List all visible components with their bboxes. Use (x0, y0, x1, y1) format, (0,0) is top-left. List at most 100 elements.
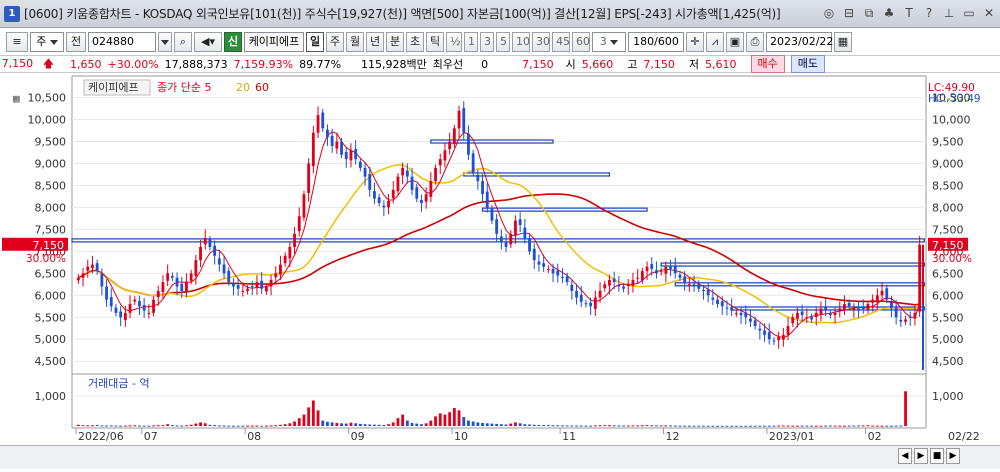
fraction-button[interactable]: ½ (446, 32, 462, 52)
buy-button[interactable]: 매수 (750, 55, 785, 73)
interval-5[interactable]: 5 (496, 32, 510, 52)
x-tick-label: 10 (454, 430, 468, 443)
period-second[interactable]: 초 (406, 32, 424, 52)
scroll-right-icon[interactable]: ▶ (946, 448, 960, 464)
candle-body (725, 307, 729, 309)
print-button[interactable]: ⎙ (746, 32, 764, 52)
link-icon[interactable]: ◎ (823, 6, 835, 20)
count-input[interactable]: 180/600 (628, 32, 684, 52)
volume-bar (608, 425, 611, 427)
volume-bar (490, 423, 494, 426)
candle-body (739, 312, 743, 316)
market-select[interactable]: 주 (30, 32, 64, 52)
interval-3[interactable]: 3 (480, 32, 494, 52)
candle-body (913, 312, 917, 319)
stop-icon[interactable]: ■ (930, 448, 944, 464)
hc-label: HC:-33.49 (928, 93, 981, 105)
high-value: 7,150 (643, 57, 675, 71)
volume-bar (302, 414, 306, 426)
volume-bar (537, 424, 541, 426)
candle-body (321, 112, 325, 129)
interval-10[interactable]: 10 (512, 32, 530, 52)
cascade-icon[interactable]: ⧉ (864, 6, 874, 20)
candle-body (664, 266, 668, 274)
code-dropdown-button[interactable] (158, 32, 172, 52)
candle-body (866, 304, 870, 310)
candle-body (828, 313, 832, 316)
y-tick-label: 8,500 (35, 179, 67, 192)
save-button[interactable]: ▣ (726, 32, 744, 52)
volume-bar (410, 423, 414, 426)
volume-bar (791, 425, 795, 427)
minimize-icon[interactable]: ⊥ (943, 6, 955, 20)
candle-body (777, 337, 781, 341)
volume-bar (429, 420, 433, 426)
volume-bar (311, 400, 315, 426)
scroll-left-icon[interactable]: ◀ (898, 448, 912, 464)
candle-body (368, 174, 372, 190)
prev-button[interactable]: 전 (66, 32, 86, 52)
volume-bar (166, 424, 170, 426)
indicator-button[interactable]: ⩘ (706, 32, 724, 52)
grip-icon[interactable]: ▦ (13, 92, 20, 105)
interval-1[interactable]: 1 (464, 32, 478, 52)
interval-60[interactable]: 60 (572, 32, 590, 52)
candle-body (720, 301, 724, 307)
candle-body (100, 273, 104, 287)
support-line (660, 262, 925, 267)
text-icon[interactable]: T (905, 6, 913, 20)
menu-button[interactable]: ≡ (6, 32, 28, 52)
period-year[interactable]: 년 (366, 32, 384, 52)
stock-chart[interactable]: ▦ 10,50010,0009,5009,0008,5008,0007,5007… (0, 74, 1000, 445)
sound-button[interactable]: ◀▾ (194, 32, 222, 52)
interval-45[interactable]: 45 (552, 32, 570, 52)
y-tick-label: 9,500 (35, 136, 67, 149)
sell-button[interactable]: 매도 (790, 55, 826, 73)
candle-body (452, 128, 456, 145)
close-icon[interactable]: ✕ (983, 6, 995, 20)
candle-body (528, 238, 531, 252)
period-week[interactable]: 주 (326, 32, 344, 52)
new-listing-badge[interactable]: 신 (224, 32, 242, 52)
volume-bar (532, 424, 536, 426)
interval-select[interactable]: 3 (592, 32, 626, 52)
candle-body (81, 273, 85, 278)
date-input[interactable]: 2023/02/22 (766, 32, 833, 52)
period-month[interactable]: 월 (346, 32, 364, 52)
volume-bar (819, 425, 823, 427)
candle-body (297, 216, 301, 232)
volume-bar (330, 422, 334, 426)
candle-body (377, 197, 381, 204)
restore-icon[interactable]: ⊟ (843, 6, 855, 20)
search-button[interactable]: ⌕ (174, 32, 192, 52)
period-minute[interactable]: 분 (386, 32, 404, 52)
help-icon[interactable]: ? (925, 6, 933, 20)
candle-body (123, 312, 127, 320)
volume-bar (669, 425, 672, 427)
period-tick[interactable]: 틱 (426, 32, 444, 52)
volume-bar (363, 424, 367, 426)
club-icon[interactable]: ♣ (883, 6, 895, 20)
candle-body (781, 334, 785, 340)
crosshair-button[interactable]: ✛ (686, 32, 704, 52)
period-day[interactable]: 일 (306, 32, 324, 52)
stock-code-input[interactable]: 024880 (88, 32, 156, 52)
candle-body (147, 312, 151, 314)
candle-body (138, 301, 141, 307)
volume-bar (250, 425, 254, 427)
calendar-button[interactable]: ▦ (834, 32, 852, 52)
turnover-rate: 89.77% (299, 57, 342, 71)
interval-30[interactable]: 30 (532, 32, 550, 52)
volume-bar (894, 425, 898, 427)
volume-bar (814, 425, 818, 427)
legend-ma20: 20 (236, 81, 250, 94)
maximize-icon[interactable]: ▭ (963, 6, 975, 20)
volume-bar (579, 425, 583, 427)
candle-body (824, 307, 828, 311)
y-tick-label: 1,000 (932, 390, 964, 403)
candle-body (687, 284, 691, 286)
symbol-tag[interactable] (83, 79, 151, 96)
candle-body (584, 303, 588, 305)
bottom-scrollbar[interactable]: ◀ ▶ ■ ▶ (0, 445, 1000, 469)
play-icon[interactable]: ▶ (914, 448, 928, 464)
